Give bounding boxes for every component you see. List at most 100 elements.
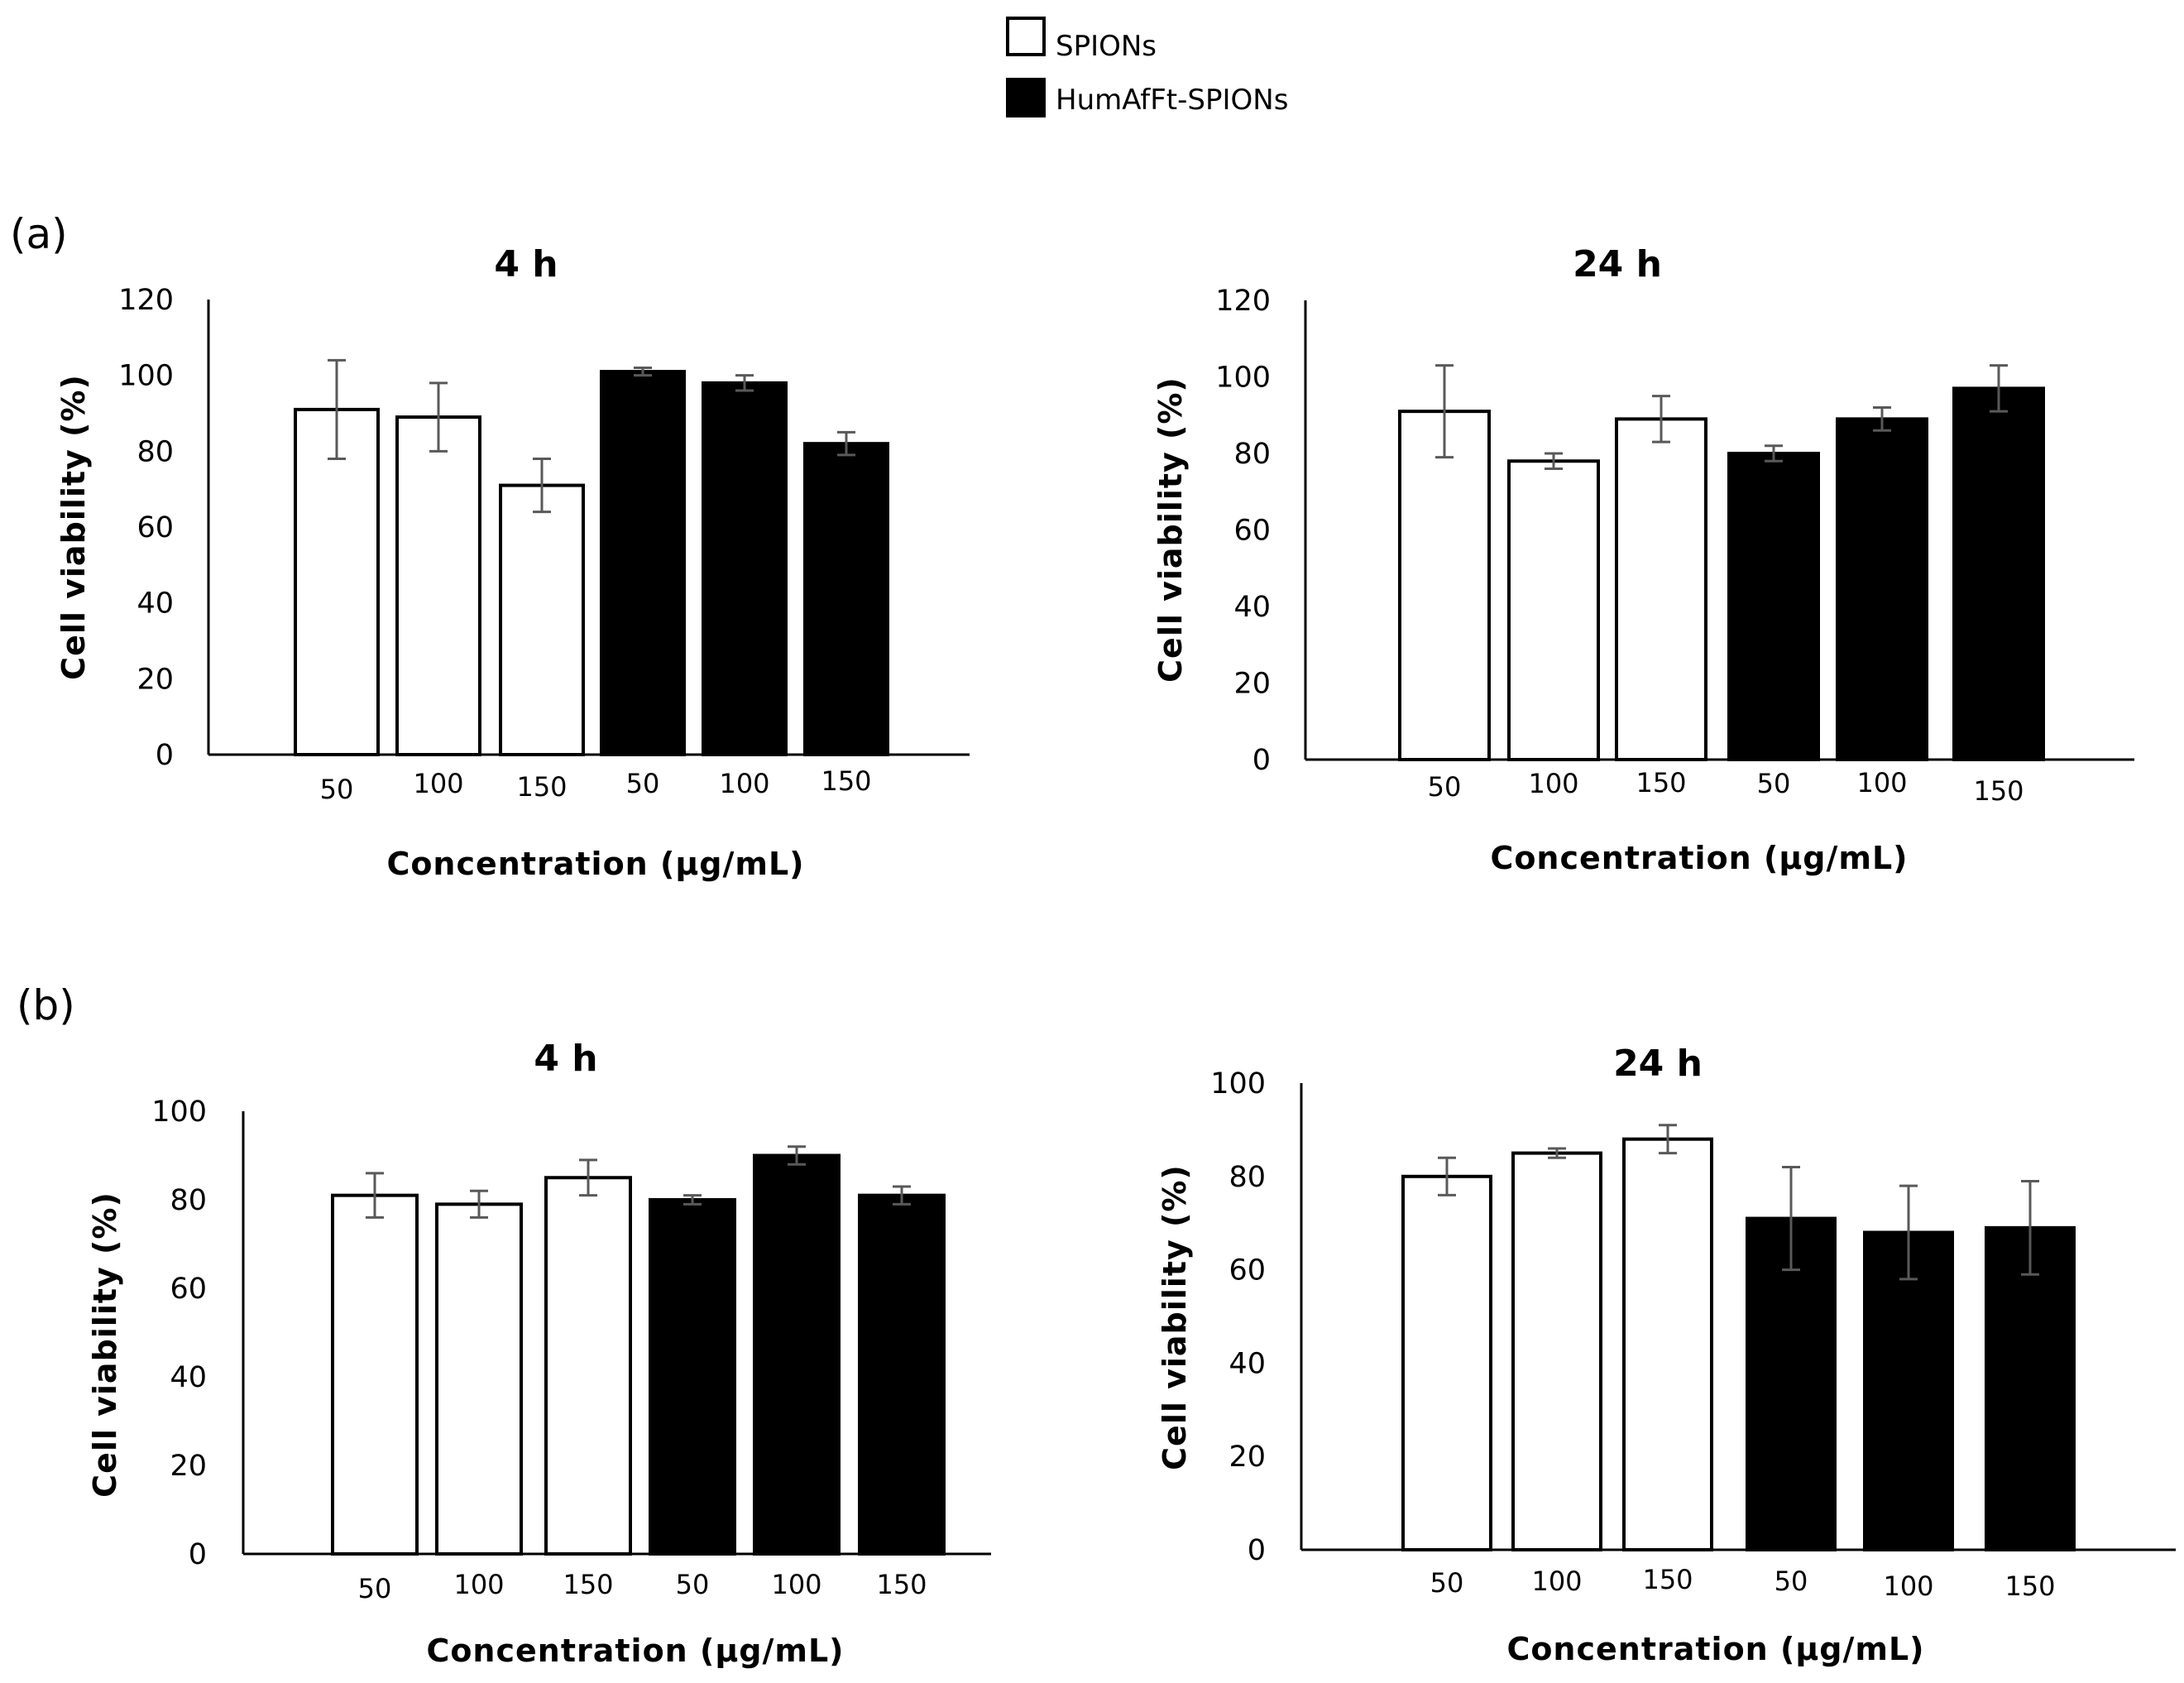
- y-tick-label: 80: [170, 1184, 207, 1217]
- x-category-label: 100: [1883, 1570, 1933, 1602]
- y-tick-label: 60: [1233, 515, 1271, 548]
- error-bar: [579, 1158, 597, 1197]
- x-category-label: 100: [771, 1569, 821, 1600]
- bar-humafft-spions: [1836, 417, 1928, 761]
- x-category-label: 50: [1428, 771, 1462, 803]
- y-axis-title: Cell viability (%): [55, 374, 92, 680]
- bar-humafft-spions: [1727, 452, 1820, 761]
- panel-label-b: (b): [17, 981, 75, 1029]
- chart-title: 24 h: [1573, 243, 1662, 285]
- chart-a-24h: 24 h 0 20 40 60 80 100 120 50 100 150 50 100 150 Conce…: [1152, 243, 2134, 876]
- legend: SPIONs HumAfFt-SPIONs: [1006, 17, 1288, 117]
- y-tick-label: 40: [1228, 1347, 1266, 1380]
- bar-humafft-spions: [1863, 1230, 1954, 1551]
- bar-spions: [1398, 410, 1491, 761]
- chart-title: 24 h: [1613, 1043, 1703, 1085]
- chart-title: 4 h: [534, 1038, 597, 1080]
- bar-humafft-spions: [1985, 1225, 2076, 1551]
- bar-spions: [435, 1202, 523, 1556]
- y-tick-label: 100: [1215, 362, 1271, 395]
- error-bar: [1652, 395, 1670, 444]
- x-category-label: 150: [1642, 1564, 1693, 1595]
- error-bar: [429, 381, 448, 453]
- bar-spions: [1511, 1151, 1602, 1551]
- error-bar: [1765, 444, 1783, 463]
- y-tick-label: 60: [136, 511, 174, 544]
- y-axis-title: Cell viability (%): [87, 1192, 123, 1498]
- bar-humafft-spions: [1746, 1216, 1837, 1552]
- y-axis-title: Cell viability (%): [1157, 1164, 1193, 1470]
- error-bar: [533, 458, 551, 514]
- y-tick-label: 60: [170, 1273, 207, 1306]
- x-category-label: 50: [626, 768, 660, 799]
- bar-spions: [1622, 1137, 1713, 1552]
- x-axis-title: Concentration (µg/mL): [426, 1633, 844, 1669]
- error-bar: [1782, 1166, 1800, 1272]
- y-tick-label: 120: [1215, 285, 1271, 318]
- x-category-label: 100: [413, 768, 463, 799]
- x-category-label: 100: [453, 1569, 504, 1600]
- x-axis-title: Concentration (µg/mL): [1490, 840, 1908, 876]
- y-tick-label: 80: [1228, 1161, 1266, 1194]
- error-bar: [788, 1145, 806, 1166]
- error-bar: [1545, 452, 1563, 470]
- error-bar: [683, 1194, 702, 1206]
- bar-humafft-spions: [858, 1193, 946, 1556]
- x-axis-title: Concentration (µg/mL): [386, 846, 804, 882]
- error-bar: [328, 358, 346, 460]
- legend-label-spions: SPIONs: [1056, 30, 1157, 63]
- y-tick-label: 0: [189, 1538, 207, 1571]
- y-tick-label: 100: [151, 1096, 207, 1129]
- y-tick-label: 100: [118, 360, 174, 393]
- error-bar: [837, 430, 855, 457]
- x-category-label: 150: [821, 765, 871, 797]
- bar-humafft-spions: [702, 381, 788, 756]
- chart-b-4h: 4 h 0 20 40 60 80 100 50 100 150 50 100 150 Concentra…: [87, 1038, 991, 1669]
- bar-spions: [1507, 459, 1600, 761]
- bar-spions: [331, 1193, 419, 1556]
- bar-spions: [294, 407, 380, 756]
- bar-humafft-spions: [753, 1153, 841, 1556]
- bar-humafft-spions: [649, 1198, 736, 1556]
- bar-spions: [1401, 1174, 1492, 1552]
- x-category-label: 100: [719, 768, 769, 799]
- y-tick-label: 80: [136, 435, 174, 468]
- y-tick-label: 80: [1233, 438, 1271, 471]
- panel-label-a: (a): [10, 210, 68, 258]
- bar-humafft-spions: [803, 442, 889, 757]
- y-tick-label: 100: [1210, 1067, 1266, 1100]
- y-tick-label: 120: [118, 284, 174, 317]
- y-tick-label: 20: [1228, 1441, 1266, 1474]
- x-category-label: 150: [1973, 775, 2024, 807]
- error-bar: [2021, 1179, 2039, 1276]
- chart-b-24h: 24 h 0 20 40 60 80 100 50 100 150 50 100 150 Concentr…: [1157, 1043, 2176, 1667]
- bar-humafft-spions: [1952, 386, 2045, 761]
- y-tick-label: 20: [1233, 668, 1271, 701]
- legend-swatch-humafft-spions: [1006, 78, 1046, 117]
- x-category-label: 100: [1528, 768, 1578, 799]
- x-category-label: 150: [876, 1569, 927, 1600]
- bar-spions: [544, 1176, 632, 1556]
- x-category-label: 50: [320, 774, 354, 805]
- legend-label-humafft-spions: HumAfFt-SPIONs: [1056, 84, 1288, 117]
- x-category-label: 50: [676, 1569, 710, 1600]
- y-tick-label: 0: [1252, 744, 1271, 777]
- error-bar: [893, 1185, 911, 1206]
- error-bar: [1899, 1184, 1918, 1281]
- legend-swatch-spions: [1006, 17, 1046, 56]
- chart-a-4h: 4 h 0 20 40 60 80 100 120 50 100 150 50 100 150 Concen…: [55, 243, 970, 882]
- y-tick-label: 20: [136, 663, 174, 696]
- x-category-label: 150: [1636, 767, 1686, 798]
- bar-spions: [499, 483, 585, 756]
- y-tick-label: 0: [1248, 1534, 1266, 1567]
- y-tick-label: 40: [136, 587, 174, 621]
- bar-humafft-spions: [600, 370, 686, 756]
- x-category-label: 50: [358, 1573, 392, 1604]
- y-tick-label: 60: [1228, 1254, 1266, 1287]
- error-bar: [634, 367, 652, 377]
- y-tick-label: 20: [170, 1450, 207, 1483]
- error-bar: [1873, 406, 1891, 432]
- x-category-label: 150: [2004, 1570, 2055, 1602]
- bar-spions: [395, 415, 481, 756]
